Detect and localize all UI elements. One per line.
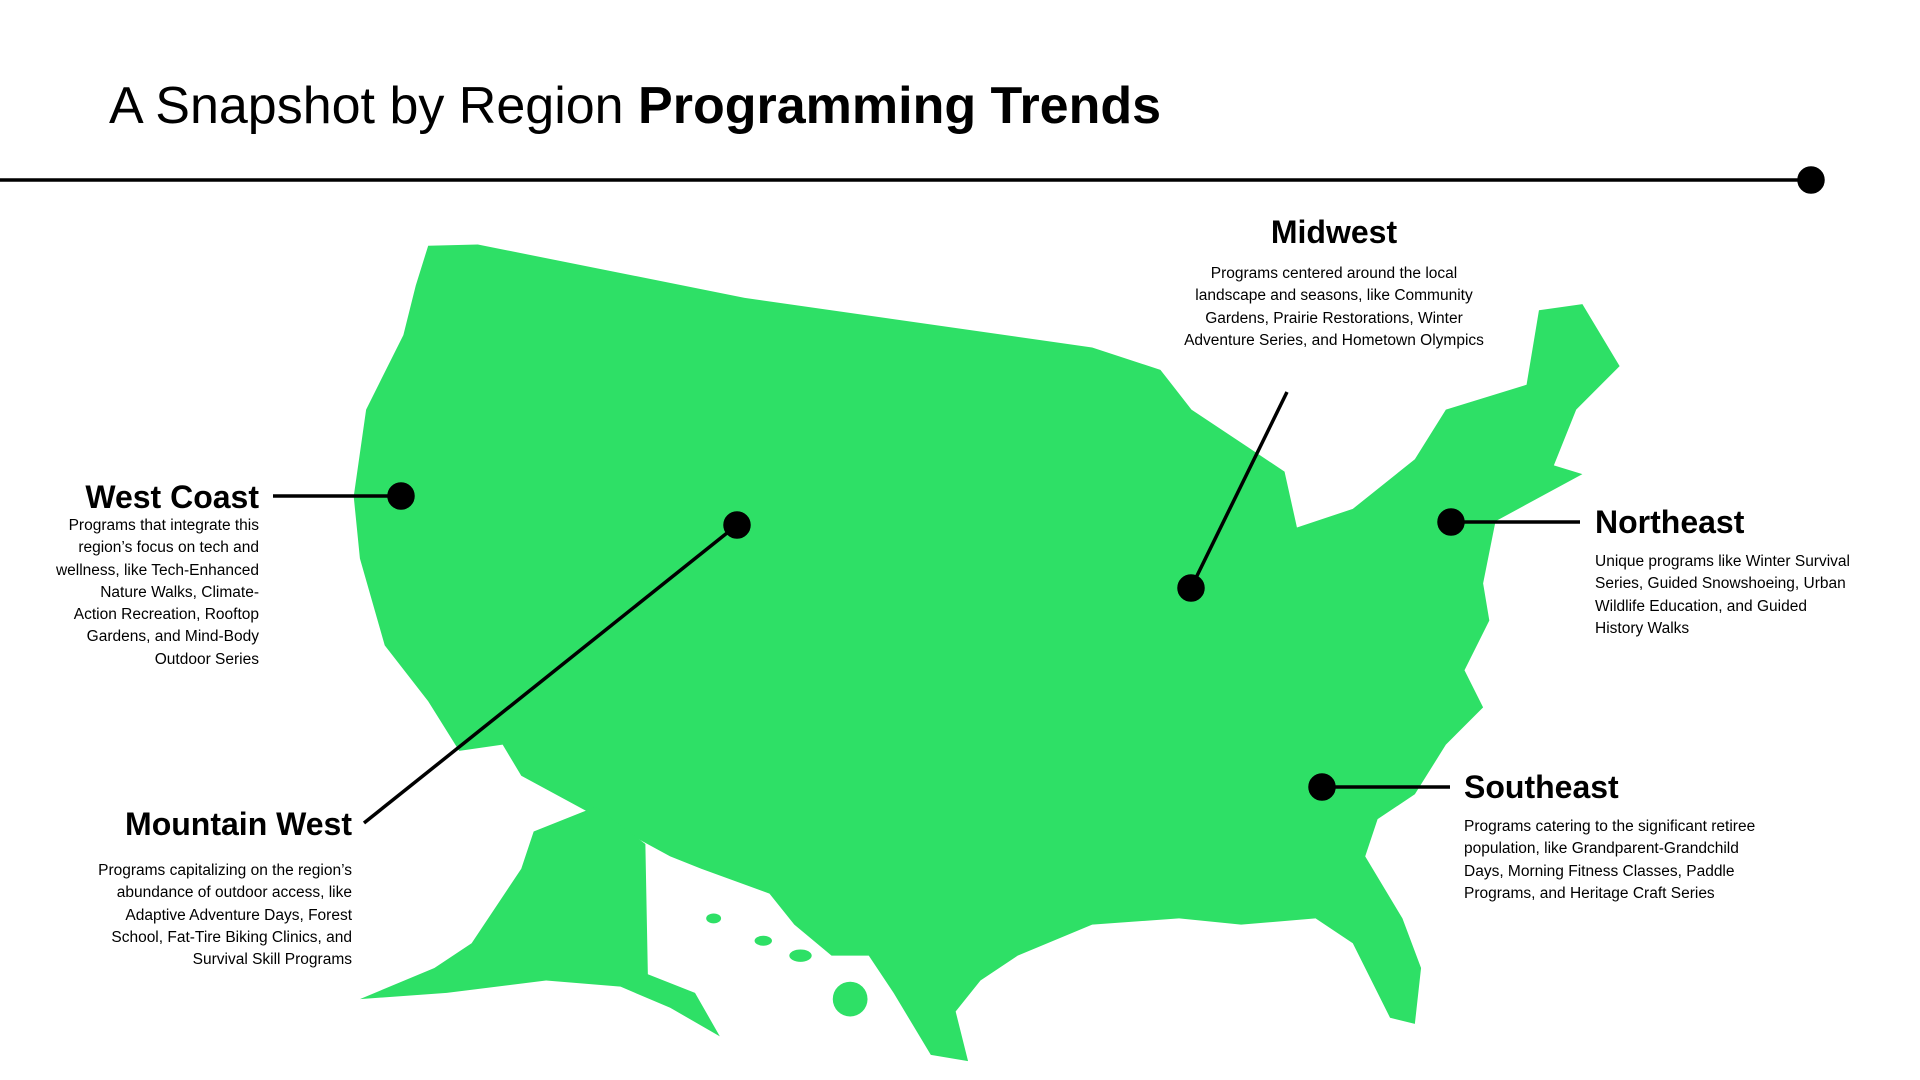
leader-line [1189,391,1289,589]
description-line: Unique programs like Winter Survival [1595,553,1850,570]
description-line: Programs that integrate this [68,517,259,534]
region-label: Mountain West Programs capitalizing on th… [98,804,352,971]
region-description: Programs capitalizing on the region’s abu… [98,860,352,971]
leader-line [362,523,739,825]
hawaii [789,949,812,962]
region-label: Midwest Programs centered around the loca… [1184,212,1484,352]
description-line: Adaptive Adventure Days, Forest [125,906,352,924]
region-name: Northeast [1595,504,1745,540]
hawaii [754,935,772,946]
description-line: region’s focus on tech and [78,539,259,557]
description-line: History Walks [1595,619,1690,637]
region-label: West Coast Programs that integrate this re… [56,477,259,671]
region-name: West Coast [85,479,259,515]
region-description: Programs centered around the local landsc… [1184,263,1484,352]
hawaii [706,913,722,924]
region-name: Midwest [1270,214,1398,250]
rule-dot [1797,166,1825,194]
region-label: Southeast Programs catering to the signif… [1464,767,1755,905]
description-line: wellness, like Tech-Enhanced [55,561,259,579]
region-dot [1177,574,1205,602]
description-line: Gardens, Prairie Restorations, Winter [1205,309,1463,327]
description-line: Programs, and Heritage Craft Series [1464,884,1715,902]
title-light: A Snapshot by Region [109,77,624,135]
region-description: Unique programs like Winter Survival Seri… [1595,551,1850,640]
region-dot [723,511,751,539]
description-line: Programs capitalizing on the region’s [98,862,352,879]
description-line: School, Fat-Tire Biking Clinics, and [111,928,352,946]
alaska [359,806,720,1037]
region-description: Programs that integrate this region’s foc… [56,515,259,671]
page-title: A Snapshot by Region Programming Trends [109,76,1161,136]
region-description: Programs catering to the significant ret… [1464,816,1755,905]
region-label: Northeast Unique programs like Winter Sur… [1595,502,1850,640]
description-line: Programs catering to the significant ret… [1464,818,1756,835]
region-name: Mountain West [125,806,352,842]
description-line: Days, Morning Fitness Classes, Paddle [1464,862,1735,880]
description-line: Series, Guided Snowshoeing, Urban [1595,575,1846,593]
description-line: Nature Walks, Climate- [100,583,259,601]
description-line: Wildlife Education, and Guided [1595,597,1807,615]
title-bold: Programming Trends [638,77,1162,135]
region-dot [387,482,415,510]
hawaii [832,981,868,1017]
region-dot [1308,773,1336,801]
description-line: Outdoor Series [154,650,259,668]
region-dot [1437,508,1465,536]
description-line: abundance of outdoor access, like [116,884,352,902]
us-mainland [353,244,1620,1062]
description-line: Gardens, and Mind-Body [86,628,259,646]
region-name: Southeast [1464,769,1619,805]
description-line: Programs centered around the local [1210,265,1458,282]
description-line: population, like Grandparent-Grandchild [1464,840,1739,858]
description-line: Action Recreation, Rooftop [73,606,259,624]
description-line: landscape and seasons, like Community [1195,287,1473,305]
description-line: Adventure Series, and Hometown Olympics [1184,331,1484,349]
description-line: Survival Skill Programs [192,951,352,969]
